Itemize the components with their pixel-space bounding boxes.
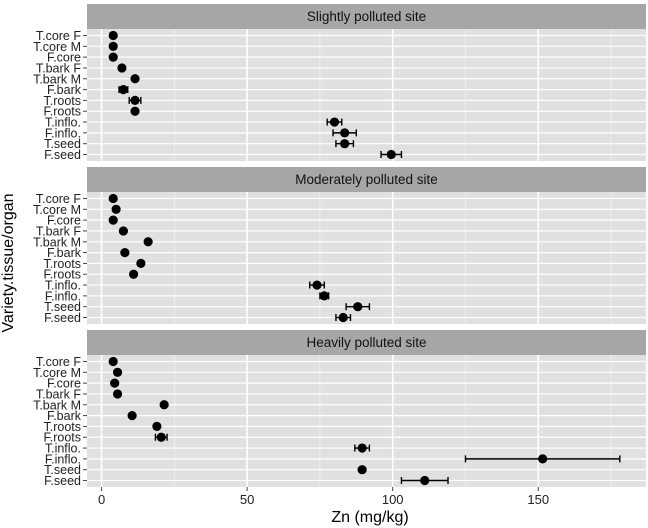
y-tick-label: T.inflo. [45, 279, 81, 293]
x-axis: 0 50 100 150 [98, 487, 549, 507]
y-tick-label: F.roots [43, 431, 81, 445]
y-tick-label: T.bark M [33, 398, 81, 412]
data-point [152, 421, 162, 432]
data-point [128, 269, 139, 279]
data-point [108, 30, 118, 41]
data-point [112, 389, 123, 399]
data-point [319, 291, 329, 301]
y-tick-label: T.seed [44, 463, 81, 477]
data-point [353, 302, 363, 312]
y-tick-label: F.seed [44, 311, 81, 325]
facet-title: Heavily polluted site [306, 335, 426, 350]
y-tick-label: T.core F [36, 192, 82, 206]
y-tick-label: T.core M [33, 40, 81, 54]
data-point [108, 356, 118, 367]
data-point [357, 443, 367, 453]
y-tick-label: F.core [47, 377, 81, 391]
x-tick-label: 100 [382, 492, 404, 507]
y-tick-label: T.core M [33, 366, 81, 380]
y-tick-label: T.bark M [33, 72, 81, 86]
data-point [108, 215, 118, 225]
facet-title: Slightly polluted site [307, 9, 426, 24]
y-tick-label: F.roots [43, 268, 81, 282]
data-point [111, 204, 121, 214]
data-point [108, 52, 118, 62]
data-point [159, 400, 169, 410]
data-point [329, 117, 340, 127]
y-tick-label: T.seed [44, 137, 81, 151]
data-point [156, 432, 166, 442]
y-tick-label: F.inflo. [45, 452, 81, 466]
y-tick-label: F.seed [44, 148, 81, 162]
facet-strip [87, 330, 646, 355]
x-tick-label: 0 [98, 492, 105, 507]
data-point [312, 280, 322, 290]
y-tick-label: T.core F [36, 29, 82, 43]
y-tick-label: T.bark M [33, 235, 81, 249]
data-point [136, 258, 146, 269]
x-tick-label: 50 [240, 492, 254, 507]
y-tick-label: F.inflo. [45, 289, 81, 303]
y-tick-label: T.core F [36, 355, 82, 369]
y-tick-label: T.roots [43, 94, 81, 108]
y-tick-label: T.inflo. [45, 116, 81, 130]
facet-panel: Heavily polluted site T.core FT.core MF.c… [33, 330, 646, 488]
facet-panel: Moderately polluted site T.core FT.core M… [33, 167, 646, 325]
data-point [127, 410, 137, 421]
y-tick-label: F.roots [43, 105, 81, 119]
panel-background [87, 192, 646, 324]
panel-background [87, 355, 646, 487]
y-axis-title: Variety.tissue/organ [0, 193, 17, 332]
data-point [143, 237, 153, 247]
data-point [538, 454, 548, 464]
data-point [338, 312, 348, 323]
y-tick-label: F.bark [47, 83, 82, 97]
x-axis-title: Zn (mg/kg) [331, 509, 408, 526]
data-point [130, 106, 140, 116]
y-tick-label: T.roots [43, 257, 81, 271]
data-point [130, 74, 140, 84]
data-point [420, 475, 430, 486]
data-point [112, 367, 123, 377]
y-tick-label: T.roots [43, 420, 81, 434]
data-point [110, 378, 120, 388]
y-tick-label: T.seed [44, 300, 81, 314]
facet-strip [87, 4, 646, 29]
data-point [117, 63, 127, 73]
facet-strip [87, 167, 646, 192]
data-point [118, 84, 128, 95]
data-point [120, 247, 130, 258]
data-point [130, 95, 140, 106]
data-point [340, 139, 350, 149]
x-tick-label: 150 [527, 492, 549, 507]
y-tick-label: F.seed [44, 474, 81, 488]
y-tick-label: F.core [47, 214, 81, 228]
y-tick-label: F.core [47, 51, 81, 65]
y-tick-label: T.inflo. [45, 442, 81, 456]
y-tick-label: T.core M [33, 203, 81, 217]
y-tick-label: T.bark F [36, 224, 82, 238]
data-point [340, 128, 350, 138]
data-point [108, 193, 118, 204]
y-tick-label: F.inflo. [45, 126, 81, 140]
panel-background [87, 29, 646, 161]
data-point [118, 226, 128, 236]
data-point [357, 465, 367, 475]
y-tick-label: F.bark [47, 246, 82, 260]
y-tick-label: T.bark F [36, 61, 82, 75]
y-tick-label: T.bark F [36, 387, 82, 401]
data-point [108, 41, 118, 51]
data-point [386, 149, 396, 160]
facet-title: Moderately polluted site [295, 172, 438, 187]
y-tick-label: F.bark [47, 409, 82, 423]
